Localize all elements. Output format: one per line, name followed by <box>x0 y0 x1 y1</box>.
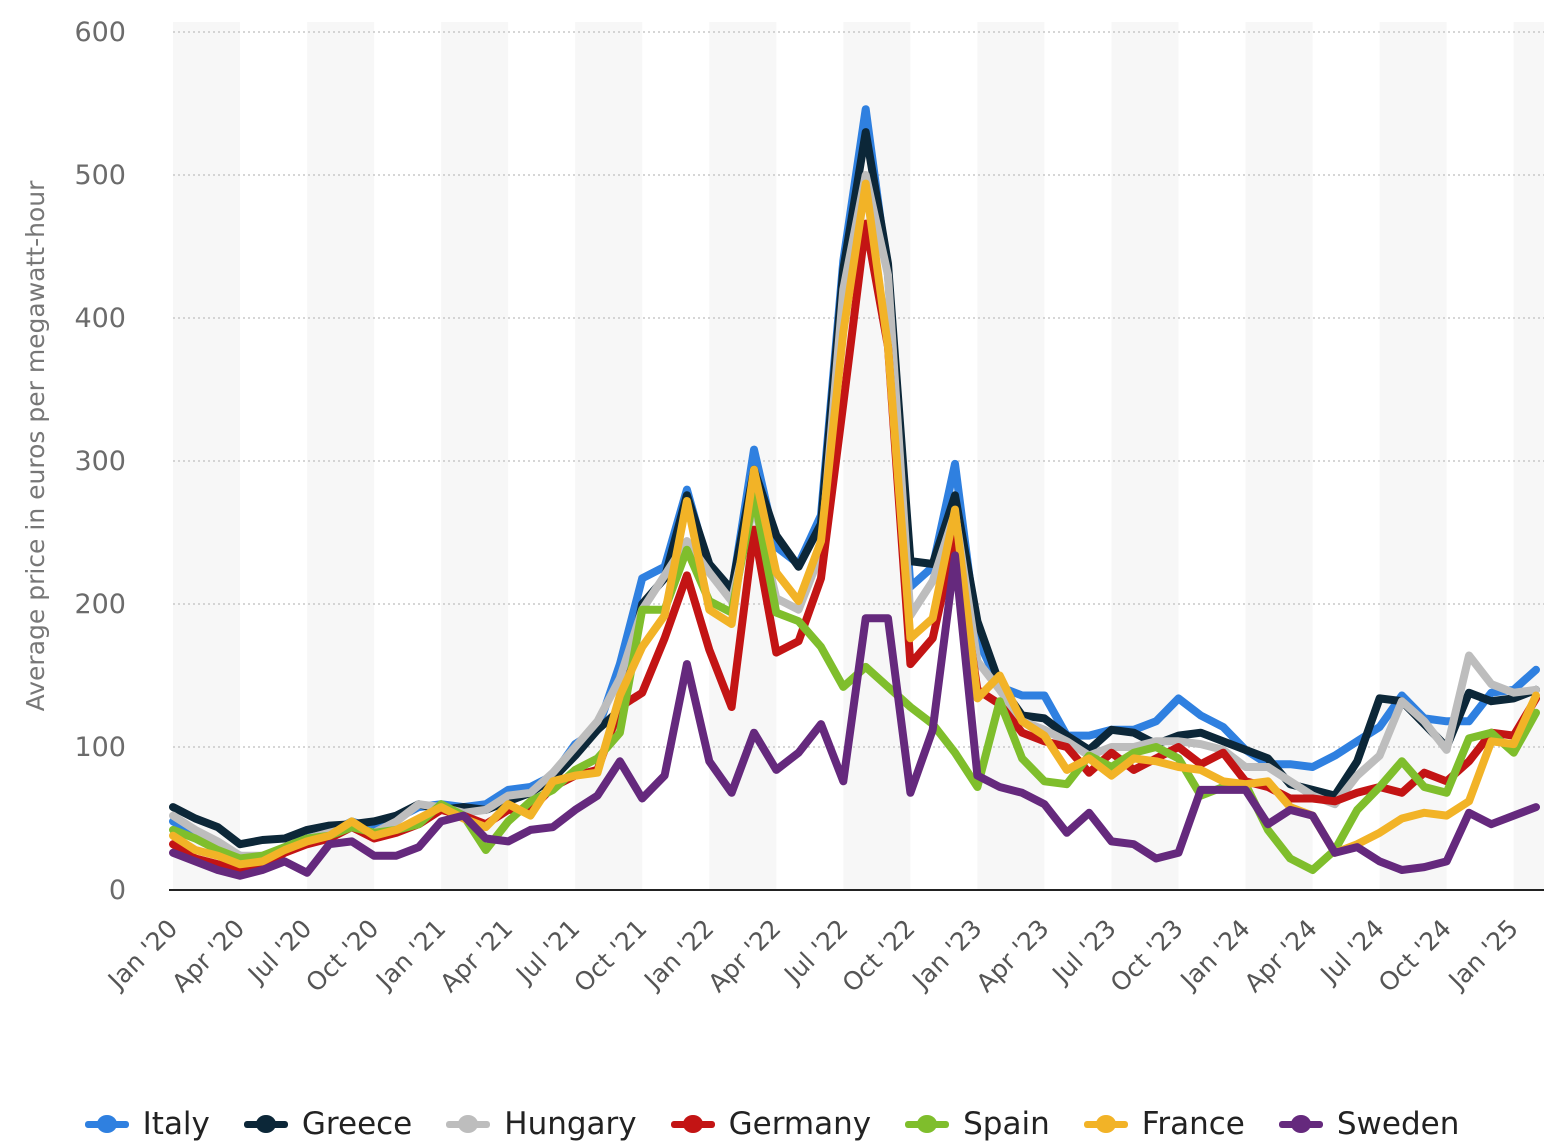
x-tick-label: Apr '21 <box>434 914 518 998</box>
legend-label: Germany <box>728 1106 872 1142</box>
x-tick-label: Oct '21 <box>568 914 652 998</box>
grid-band <box>575 22 643 890</box>
chart-legend: Italy Greece Hungary Germany Spain France Swed… <box>0 1102 1544 1146</box>
grid-band <box>441 22 509 890</box>
legend-item-hungary[interactable]: Hungary <box>446 1106 637 1142</box>
grid-band <box>1379 22 1447 890</box>
x-tick-label: Jan '24 <box>1174 914 1256 996</box>
y-axis-label: Average price in euros per megawatt-hour <box>21 180 50 712</box>
legend-label: Italy <box>142 1106 210 1142</box>
legend-item-italy[interactable]: Italy <box>84 1106 210 1142</box>
y-axis-ticks: 0 100 200 300 400 500 600 <box>74 17 126 906</box>
y-tick-label: 100 <box>74 732 126 763</box>
y-tick-label: 400 <box>74 303 126 334</box>
y-tick-label: 500 <box>74 160 126 191</box>
y-tick-label: 0 <box>109 875 126 906</box>
legend-item-france[interactable]: France <box>1083 1106 1245 1142</box>
x-tick-label: Apr '22 <box>702 914 786 998</box>
legend-swatch-icon <box>1278 1115 1323 1133</box>
x-tick-label: Jan '21 <box>369 914 451 996</box>
x-tick-label: Apr '20 <box>166 914 250 998</box>
legend-swatch-icon <box>905 1115 950 1133</box>
series-line-sweden <box>169 551 1540 880</box>
legend-swatch-icon <box>1083 1115 1128 1133</box>
y-tick-label: 200 <box>74 589 126 620</box>
x-tick-label: Oct '22 <box>837 914 921 998</box>
legend-item-greece[interactable]: Greece <box>243 1106 413 1142</box>
legend-label: France <box>1141 1106 1245 1142</box>
grid-band <box>307 22 375 890</box>
x-tick-label: Jan '20 <box>101 914 183 996</box>
x-tick-label: Jan '25 <box>1442 914 1524 996</box>
legend-item-spain[interactable]: Spain <box>905 1106 1050 1142</box>
y-tick-label: 300 <box>74 446 126 477</box>
x-tick-label: Jan '23 <box>905 914 987 996</box>
grid-band <box>1513 22 1544 890</box>
y-tick-label: 600 <box>74 17 126 48</box>
legend-item-germany[interactable]: Germany <box>670 1106 872 1142</box>
x-tick-label: Oct '23 <box>1105 914 1189 998</box>
x-tick-label: Apr '23 <box>971 914 1055 998</box>
legend-label: Sweden <box>1336 1106 1460 1142</box>
series-lines <box>169 105 1540 880</box>
legend-swatch-icon <box>243 1115 288 1133</box>
grid-band <box>1245 22 1313 890</box>
x-tick-label: Oct '20 <box>300 914 384 998</box>
legend-label: Greece <box>301 1106 413 1142</box>
legend-label: Hungary <box>504 1106 637 1142</box>
legend-swatch-icon <box>84 1115 129 1133</box>
legend-label: Spain <box>963 1106 1050 1142</box>
legend-swatch-icon <box>670 1115 715 1133</box>
x-tick-label: Oct '24 <box>1373 914 1457 998</box>
legend-swatch-icon <box>446 1115 491 1133</box>
legend-item-sweden[interactable]: Sweden <box>1278 1106 1460 1142</box>
x-tick-label: Apr '24 <box>1239 914 1323 998</box>
x-tick-label: Jan '22 <box>637 914 719 996</box>
grid-band <box>173 22 241 890</box>
